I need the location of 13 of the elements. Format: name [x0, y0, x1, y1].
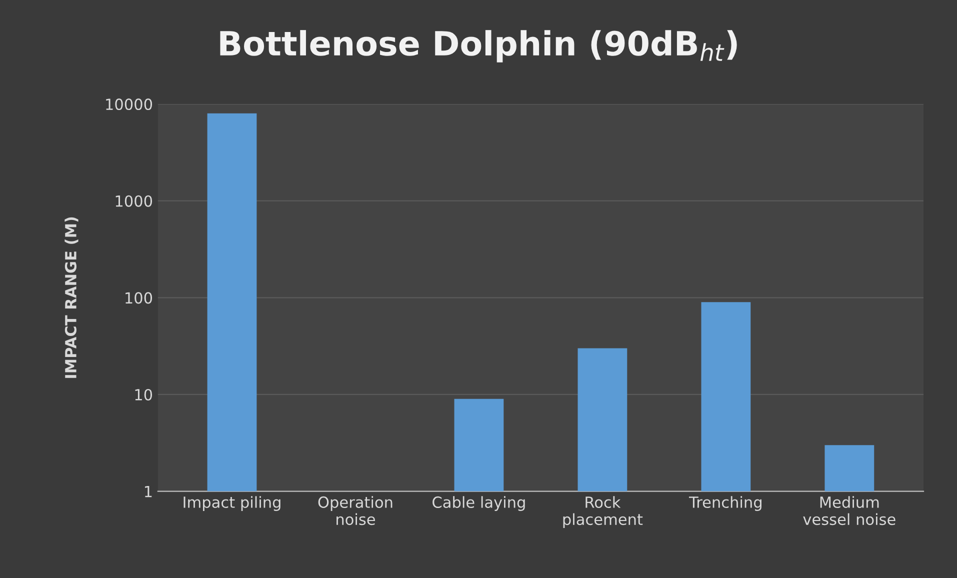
- x-tick-label: Rock placement: [563, 496, 643, 528]
- x-tick-label: Cable laying: [432, 496, 525, 511]
- y-tick-label: 1000: [116, 195, 152, 207]
- x-tick-label: Trenching: [688, 496, 762, 511]
- x-tick-label: Impact piling: [184, 496, 280, 511]
- x-tick-label: Medium vessel noise: [803, 496, 896, 526]
- y-axis-title: IMPACT RANGE (M): [64, 217, 78, 378]
- x-tick-label: Operation noise: [318, 496, 392, 526]
- y-tick-label: 10000: [106, 98, 152, 110]
- chart-title: Bottlenose Dolphin (90dB$_{ht}$): [220, 30, 737, 62]
- y-tick-label: 10: [135, 388, 152, 401]
- y-tick-label: 1: [145, 486, 152, 498]
- y-tick-label: 100: [126, 292, 152, 304]
